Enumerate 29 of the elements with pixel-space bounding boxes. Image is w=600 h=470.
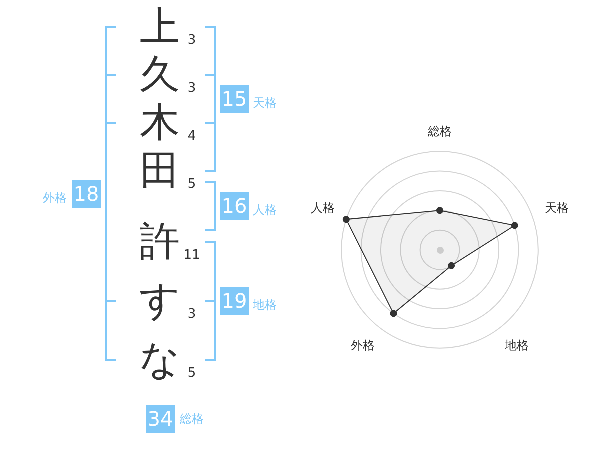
data-label: 16 bbox=[220, 192, 249, 220]
spoke-label: 人格 bbox=[311, 200, 335, 215]
data-label: 15 bbox=[220, 85, 249, 113]
category-label: 人格 bbox=[253, 202, 277, 218]
spoke-label: 天格 bbox=[545, 200, 569, 215]
data-label: 34 bbox=[146, 405, 175, 433]
category-label: 久 bbox=[139, 52, 181, 98]
data-label: 5 bbox=[186, 366, 198, 382]
category-label: 地格 bbox=[253, 297, 277, 313]
category-label: 外格 bbox=[43, 190, 67, 206]
spoke-label: 地格 bbox=[504, 338, 529, 353]
spoke-label: 外格 bbox=[351, 338, 376, 353]
data-label: 18 bbox=[72, 180, 101, 208]
data-label: 3 bbox=[186, 33, 198, 49]
category-label: な bbox=[138, 337, 182, 383]
data-label: 5 bbox=[186, 177, 198, 193]
data-label: 19 bbox=[220, 287, 249, 315]
category-label: 総格 bbox=[180, 411, 204, 427]
data-label: 3 bbox=[186, 81, 198, 97]
spoke-label: 総格 bbox=[427, 124, 452, 139]
data-label: 11 bbox=[182, 248, 202, 264]
category-label: 上 bbox=[139, 4, 181, 50]
data-label: 4 bbox=[186, 129, 198, 145]
category-label: す bbox=[138, 278, 182, 324]
category-label: 木 bbox=[139, 100, 181, 146]
data-label: 3 bbox=[186, 307, 198, 323]
category-label: 天格 bbox=[253, 95, 277, 111]
category-label: 許 bbox=[139, 219, 181, 265]
category-label: 田 bbox=[139, 148, 181, 194]
